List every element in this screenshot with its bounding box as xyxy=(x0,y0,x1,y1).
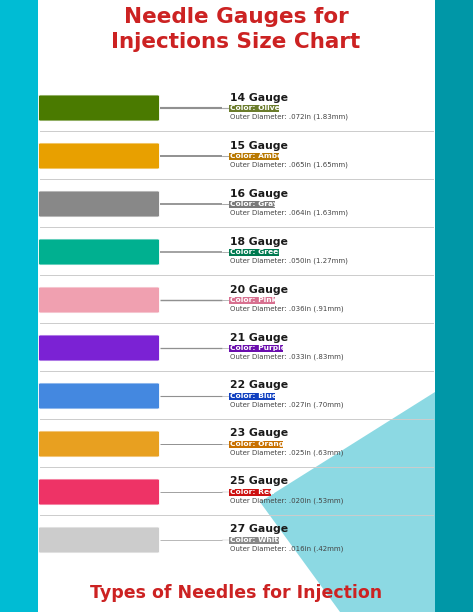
FancyBboxPatch shape xyxy=(229,489,271,496)
Polygon shape xyxy=(38,0,435,612)
Text: Types of Needles for Injection: Types of Needles for Injection xyxy=(90,584,382,602)
Text: Outer Diameter: .050in (1.27mm): Outer Diameter: .050in (1.27mm) xyxy=(230,258,348,264)
Text: Color: Purple: Color: Purple xyxy=(230,345,286,351)
FancyBboxPatch shape xyxy=(229,393,275,400)
Polygon shape xyxy=(260,392,435,612)
Text: Outer Diameter: .016in (.42mm): Outer Diameter: .016in (.42mm) xyxy=(230,545,343,552)
Text: Outer Diameter: .025in (.63mm): Outer Diameter: .025in (.63mm) xyxy=(230,449,343,456)
Text: Color: Orange: Color: Orange xyxy=(230,441,289,447)
FancyBboxPatch shape xyxy=(38,479,159,505)
Text: Needle Gauges for
Injections Size Chart: Needle Gauges for Injections Size Chart xyxy=(111,7,360,52)
Text: 18 Gauge: 18 Gauge xyxy=(230,236,288,247)
FancyBboxPatch shape xyxy=(38,527,159,553)
FancyBboxPatch shape xyxy=(229,248,279,256)
FancyBboxPatch shape xyxy=(229,345,283,353)
FancyBboxPatch shape xyxy=(38,383,159,409)
Text: 27 Gauge: 27 Gauge xyxy=(230,524,288,534)
Text: Color: Blue: Color: Blue xyxy=(230,393,277,399)
Text: 15 Gauge: 15 Gauge xyxy=(230,141,288,151)
Text: Color: White: Color: White xyxy=(230,537,283,543)
FancyBboxPatch shape xyxy=(38,335,159,361)
Text: 22 Gauge: 22 Gauge xyxy=(230,381,288,390)
FancyBboxPatch shape xyxy=(38,191,159,217)
FancyBboxPatch shape xyxy=(229,153,279,160)
Text: Outer Diameter: .020in (.53mm): Outer Diameter: .020in (.53mm) xyxy=(230,498,343,504)
FancyBboxPatch shape xyxy=(38,287,159,313)
FancyBboxPatch shape xyxy=(229,297,275,304)
FancyBboxPatch shape xyxy=(229,537,279,544)
FancyBboxPatch shape xyxy=(229,201,275,208)
Text: 21 Gauge: 21 Gauge xyxy=(230,332,288,343)
Text: Color: Gray: Color: Gray xyxy=(230,201,278,207)
FancyBboxPatch shape xyxy=(38,95,159,121)
Text: Outer Diameter: .027in (.70mm): Outer Diameter: .027in (.70mm) xyxy=(230,401,343,408)
Text: 14 Gauge: 14 Gauge xyxy=(230,92,288,102)
Text: Outer Diameter: .033in (.83mm): Outer Diameter: .033in (.83mm) xyxy=(230,354,343,360)
Text: Outer Diameter: .036in (.91mm): Outer Diameter: .036in (.91mm) xyxy=(230,305,343,312)
Text: Outer Diameter: .072in (1.83mm): Outer Diameter: .072in (1.83mm) xyxy=(230,113,348,120)
FancyBboxPatch shape xyxy=(38,143,159,169)
Text: 25 Gauge: 25 Gauge xyxy=(230,477,288,487)
Text: Color: Olive: Color: Olive xyxy=(230,105,280,111)
Text: Color: Pink: Color: Pink xyxy=(230,297,277,303)
Text: Color: Green: Color: Green xyxy=(230,249,284,255)
Text: 20 Gauge: 20 Gauge xyxy=(230,285,288,294)
FancyBboxPatch shape xyxy=(38,431,159,457)
FancyBboxPatch shape xyxy=(38,239,159,265)
Polygon shape xyxy=(0,0,38,612)
Text: Color: Amber: Color: Amber xyxy=(230,153,286,159)
Polygon shape xyxy=(435,0,473,612)
Text: 23 Gauge: 23 Gauge xyxy=(230,428,288,439)
FancyBboxPatch shape xyxy=(229,441,283,448)
Text: Outer Diameter: .064in (1.63mm): Outer Diameter: .064in (1.63mm) xyxy=(230,209,348,216)
Text: Outer Diameter: .065in (1.65mm): Outer Diameter: .065in (1.65mm) xyxy=(230,162,348,168)
FancyBboxPatch shape xyxy=(229,105,279,112)
Text: Color: Red: Color: Red xyxy=(230,489,274,495)
Text: 16 Gauge: 16 Gauge xyxy=(230,188,288,198)
